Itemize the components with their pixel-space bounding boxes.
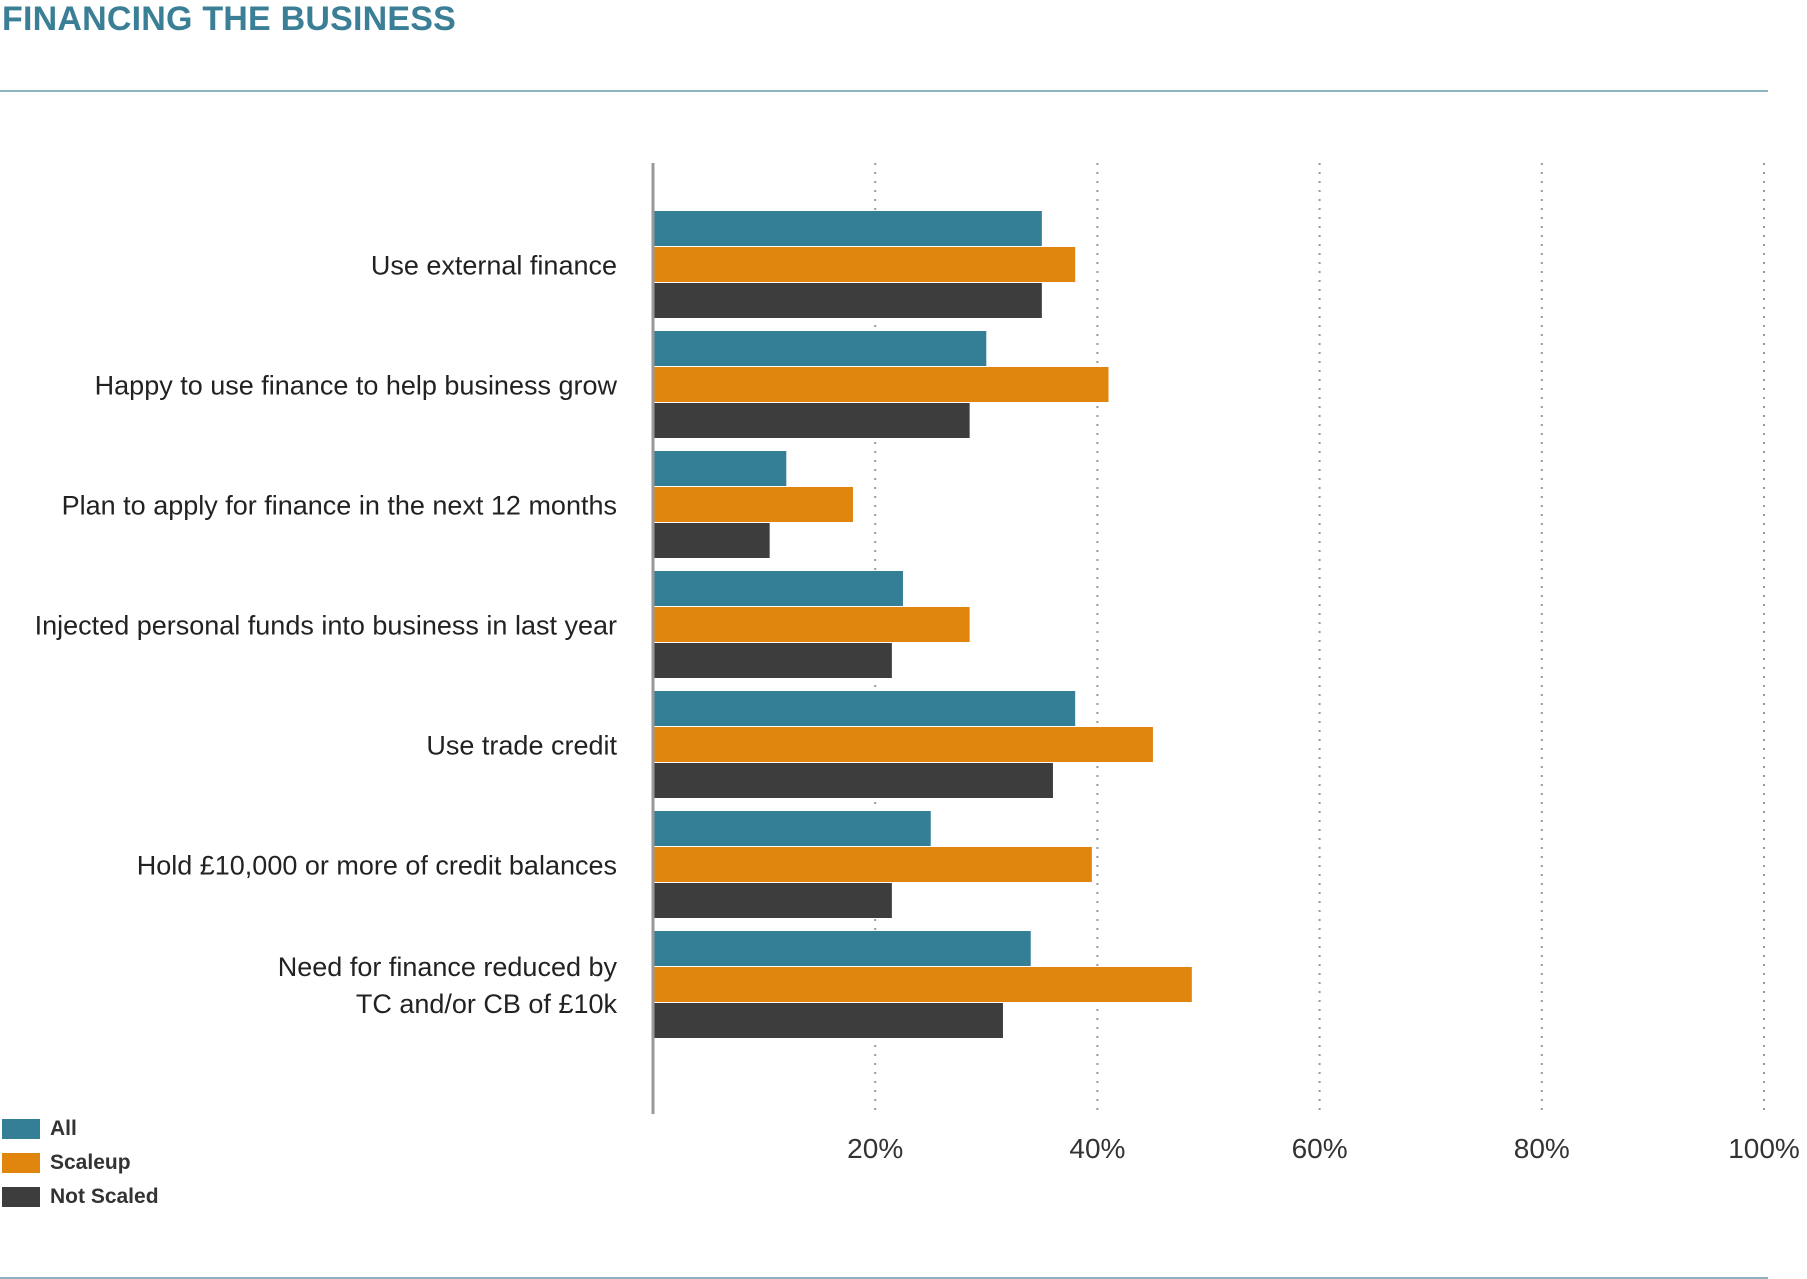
- category-label: Injected personal funds into business in…: [35, 611, 617, 641]
- legend-item-not-scaled: Not Scaled: [2, 1180, 159, 1214]
- legend-label-all: All: [50, 1117, 77, 1140]
- bar: [653, 763, 1053, 798]
- legend-label-not-scaled: Not Scaled: [50, 1185, 159, 1208]
- bar: [653, 691, 1076, 726]
- bar: [653, 883, 892, 918]
- x-tick-label: 100%: [1728, 1133, 1800, 1164]
- bar: [653, 643, 892, 678]
- bar: [653, 607, 970, 642]
- category-label: TC and/or CB of £10k: [356, 989, 618, 1019]
- bar: [653, 247, 1076, 282]
- bar: [653, 523, 770, 558]
- x-tick-label: 60%: [1292, 1133, 1348, 1164]
- legend-item-scaleup: Scaleup: [2, 1146, 159, 1180]
- category-label: Use external finance: [371, 251, 617, 281]
- bar: [653, 211, 1042, 246]
- legend-label-scaleup: Scaleup: [50, 1151, 131, 1174]
- bar: [653, 367, 1109, 402]
- legend-swatch-scaleup: [2, 1153, 40, 1173]
- category-label: Hold £10,000 or more of credit balances: [137, 851, 617, 881]
- bar: [653, 727, 1153, 762]
- bar: [653, 967, 1192, 1002]
- bar: [653, 847, 1092, 882]
- footer-divider: [0, 1277, 1768, 1279]
- x-tick-label: 80%: [1514, 1133, 1570, 1164]
- bar: [653, 931, 1031, 966]
- bar: [653, 283, 1042, 318]
- bar: [653, 403, 970, 438]
- category-label: Plan to apply for finance in the next 12…: [62, 491, 617, 521]
- x-tick-label: 40%: [1069, 1133, 1125, 1164]
- chart-legend: All Scaleup Not Scaled: [2, 1112, 159, 1214]
- legend-swatch-not-scaled: [2, 1187, 40, 1207]
- legend-swatch-all: [2, 1119, 40, 1139]
- legend-item-all: All: [2, 1112, 159, 1146]
- bar: [653, 487, 853, 522]
- category-label: Use trade credit: [426, 731, 617, 761]
- bar: [653, 331, 987, 366]
- bar: [653, 1003, 1003, 1038]
- header-divider: [0, 90, 1768, 92]
- page-title: FINANCING THE BUSINESS: [2, 0, 456, 38]
- category-label: Happy to use finance to help business gr…: [95, 371, 618, 401]
- x-tick-label: 20%: [847, 1133, 903, 1164]
- bar: [653, 571, 903, 606]
- category-label: Need for finance reduced by: [278, 952, 618, 982]
- bar: [653, 451, 787, 486]
- bar: [653, 811, 931, 846]
